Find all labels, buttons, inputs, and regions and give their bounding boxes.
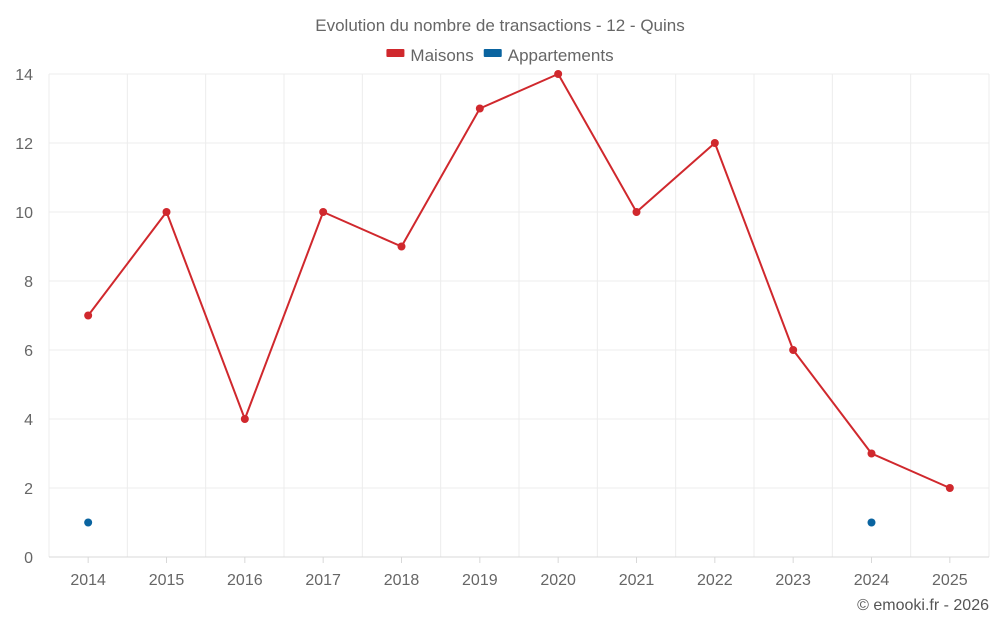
x-tick-label: 2022 <box>697 572 733 589</box>
y-tick-label: 0 <box>24 550 33 567</box>
series-maisons <box>84 70 954 492</box>
data-point-maisons[interactable] <box>397 242 406 251</box>
x-tick-label: 2018 <box>384 572 420 589</box>
y-tick-label: 14 <box>15 67 33 84</box>
legend-swatch <box>483 49 502 57</box>
x-tick-label: 2024 <box>854 572 890 589</box>
y-tick-label: 6 <box>24 343 33 360</box>
data-point-maisons[interactable] <box>84 311 93 320</box>
x-tick-label: 2017 <box>305 572 341 589</box>
data-point-maisons[interactable] <box>710 139 719 147</box>
data-point-maisons[interactable] <box>945 484 954 492</box>
copyright-footer: © emooki.fr - 2026 <box>857 597 989 614</box>
y-tick-label: 8 <box>24 274 33 291</box>
legend-item-appartements[interactable]: Appartements <box>483 46 614 65</box>
data-point-maisons[interactable] <box>162 208 171 216</box>
y-tick-label: 12 <box>15 136 33 153</box>
legend-swatch <box>386 49 405 57</box>
x-tick-label: 2023 <box>775 572 811 589</box>
series-layer <box>84 70 954 527</box>
data-point-maisons[interactable] <box>319 208 328 216</box>
data-point-maisons[interactable] <box>789 346 798 354</box>
series-line-maisons <box>87 73 951 489</box>
data-point-maisons[interactable] <box>554 70 563 78</box>
y-axis: 0 2 4 6 8 10 12 14 <box>15 67 33 567</box>
y-tick-label: 10 <box>15 205 33 222</box>
data-point-maisons[interactable] <box>867 449 876 458</box>
legend[interactable]: Maisons Appartements <box>386 46 614 65</box>
data-point-maisons[interactable] <box>240 415 249 423</box>
x-tick-label: 2020 <box>540 572 576 589</box>
x-tick-label: 2025 <box>932 572 968 589</box>
legend-label: Maisons <box>410 46 473 65</box>
data-point-appartements[interactable] <box>84 518 93 527</box>
data-point-maisons[interactable] <box>632 208 641 216</box>
x-tick-label: 2019 <box>462 572 498 589</box>
data-point-maisons[interactable] <box>475 104 484 113</box>
x-tick-label: 2021 <box>619 572 655 589</box>
x-tick-label: 2015 <box>149 572 185 589</box>
x-tick-label: 2014 <box>70 572 106 589</box>
legend-item-maisons[interactable]: Maisons <box>386 46 474 65</box>
y-tick-label: 4 <box>24 412 33 429</box>
x-tick-label: 2016 <box>227 572 263 589</box>
chart-title: Evolution du nombre de transactions - 12… <box>315 16 684 35</box>
legend-label: Appartements <box>508 46 614 65</box>
y-tick-label: 2 <box>24 481 33 498</box>
series-appartements <box>84 518 876 527</box>
x-axis: 2014 2015 2016 2017 2018 2019 2020 2021 2022 2023… <box>49 556 989 589</box>
data-point-appartements[interactable] <box>867 518 876 527</box>
grid <box>48 73 990 558</box>
